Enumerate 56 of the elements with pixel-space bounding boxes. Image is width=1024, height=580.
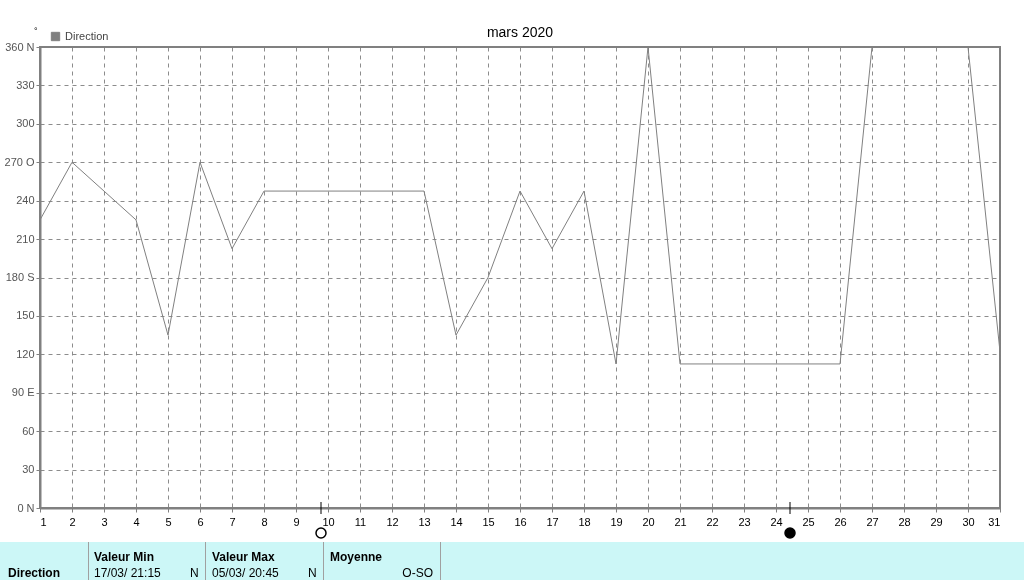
x-tick-label: 15 (482, 515, 495, 528)
y-axis-title: ° (33, 25, 38, 36)
x-tick-label: 26 (834, 515, 847, 528)
text: Direction (8, 566, 61, 580)
x-tick-label: 30 (962, 515, 975, 528)
x-tick-label: 1 (40, 515, 47, 528)
x-tick-label: 9 (293, 515, 300, 528)
text: O-SO (402, 566, 433, 580)
text: N (308, 566, 317, 580)
text: Valeur Max (212, 550, 275, 564)
x-tick-label: 25 (802, 515, 815, 528)
text: Moyenne (330, 550, 383, 564)
x-tick-label: 3 (101, 515, 108, 528)
y-tick-label: 360 N (5, 40, 35, 53)
x-tick-label: 23 (738, 515, 751, 528)
x-tick-label: 14 (450, 515, 463, 528)
x-tick-label: 16 (514, 515, 527, 528)
x-tick-label: 5 (165, 515, 172, 528)
x-tick-label: 22 (706, 515, 719, 528)
y-tick-label: 0 N (17, 501, 35, 514)
text: N (190, 566, 199, 580)
y-tick-label: 240 (16, 194, 35, 207)
y-tick-label: 90 E (11, 386, 35, 399)
y-tick-label: 30 (22, 463, 35, 476)
x-tick-label: 20 (642, 515, 655, 528)
x-tick-label: 28 (898, 515, 911, 528)
y-tick-label: 180 S (5, 271, 35, 283)
x-tick-label: 6 (197, 515, 204, 528)
x-tick-label: 31 (988, 515, 1001, 528)
x-tick-label: 2 (69, 515, 76, 528)
x-tick-label: 12 (386, 515, 399, 528)
y-tick-label: 60 (22, 424, 35, 437)
x-tick-label: 29 (930, 515, 943, 528)
x-tick-label: 21 (674, 515, 687, 528)
y-tick-label: 270 O (4, 155, 35, 168)
x-tick-label: 8 (261, 515, 268, 528)
x-tick-label: 27 (866, 515, 879, 528)
x-tick-label: 19 (610, 515, 623, 528)
y-tick-label: 300 (16, 117, 35, 130)
x-tick-label: 24 (770, 515, 783, 528)
y-tick-label: 150 (16, 309, 35, 322)
x-tick-label: 13 (418, 515, 431, 528)
x-tick-label: 7 (229, 515, 236, 528)
x-tick-label: 10 (322, 515, 335, 528)
x-tick-label: 11 (354, 515, 367, 528)
text: 17/03/ 21:15 (94, 566, 161, 580)
text: 05/03/ 20:45 (212, 566, 279, 580)
chart-title: mars 2020 (486, 24, 554, 40)
x-tick-label: 17 (546, 515, 559, 528)
y-tick-label: 120 (16, 347, 35, 360)
x-tick-label: 18 (578, 515, 591, 528)
x-tick-label: 4 (133, 515, 140, 528)
text: Valeur Min (94, 550, 155, 564)
y-tick-label: 210 (16, 232, 35, 245)
legend-label: Direction (65, 29, 109, 42)
y-tick-label: 330 (16, 78, 35, 91)
